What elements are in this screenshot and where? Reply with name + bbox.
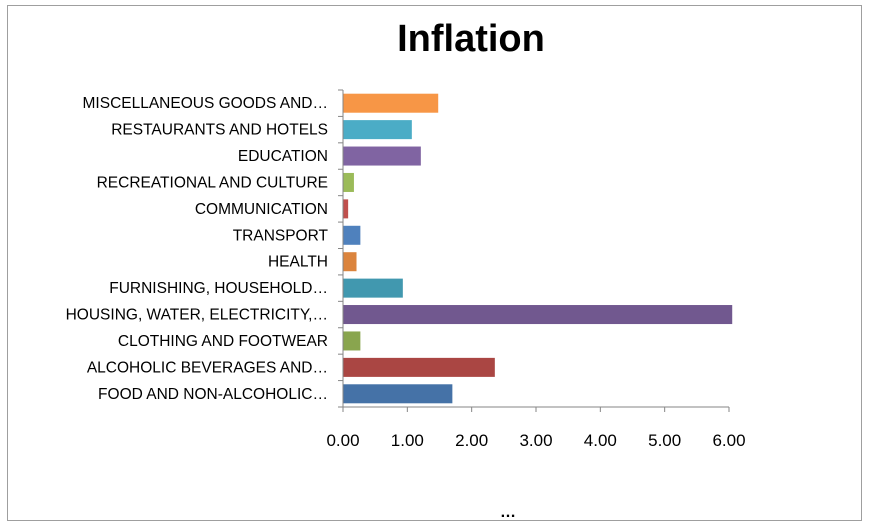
x-tick-label: 6.00 [712, 431, 745, 450]
footer-ellipsis: … [500, 504, 516, 521]
bar-11 [343, 120, 412, 140]
category-label: MISCELLANEOUS GOODS AND… [83, 95, 328, 112]
category-label: CLOTHING AND FOOTWEAR [118, 333, 328, 350]
bar-4 [343, 305, 733, 325]
bar-7 [343, 225, 361, 245]
category-label: RESTAURANTS AND HOTELS [111, 122, 328, 139]
chart-canvas: Inflation FOOD AND NON-ALCOHOLIC… ALCOHOL… [66, 18, 746, 521]
bar-6 [343, 252, 357, 272]
bar-8 [343, 199, 349, 219]
bar-9 [343, 172, 354, 192]
category-label: TRANSPORT [233, 227, 329, 244]
bar-5 [343, 278, 403, 298]
x-tick-label: 2.00 [455, 431, 488, 450]
x-tick-label: 3.00 [519, 431, 552, 450]
chart: Inflation FOOD AND NON-ALCOHOLIC… ALCOHOL… [7, 5, 862, 521]
chart-title: Inflation [397, 18, 545, 60]
bar-1 [343, 384, 453, 404]
category-label: ALCOHOLIC BEVERAGES AND… [87, 359, 328, 376]
category-label: RECREATIONAL AND CULTURE [97, 174, 328, 191]
x-tick-label: 0.00 [326, 431, 359, 450]
bar-2 [343, 357, 495, 377]
x-tick-label: 4.00 [584, 431, 617, 450]
x-axis: 0.00 1.00 2.00 3.00 4.00 5.00 6.00 [326, 89, 746, 450]
bar-group [343, 93, 733, 404]
bar-10 [343, 146, 421, 166]
bar-3 [343, 331, 361, 351]
x-tick-label: 5.00 [648, 431, 681, 450]
category-label: HEALTH [268, 254, 328, 271]
category-label: COMMUNICATION [195, 201, 328, 218]
category-label: FOOD AND NON-ALCOHOLIC… [98, 386, 328, 403]
category-labels: FOOD AND NON-ALCOHOLIC… ALCOHOLIC BEVERAG… [66, 95, 329, 403]
category-label: HOUSING, WATER, ELECTRICITY,… [66, 307, 328, 324]
bar-12 [343, 93, 439, 113]
x-tick-label: 1.00 [391, 431, 424, 450]
category-label: EDUCATION [238, 148, 328, 165]
category-label: FURNISHING, HOUSEHOLD… [109, 280, 328, 297]
